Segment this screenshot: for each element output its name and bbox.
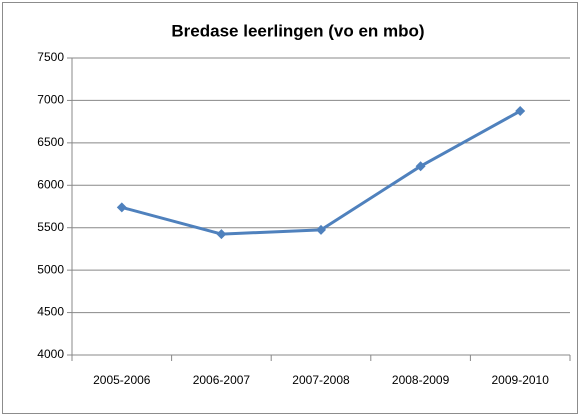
y-tick-label: 6500 [37, 135, 64, 149]
x-tick-label: 2009-2010 [492, 373, 550, 387]
data-point [316, 224, 326, 235]
data-point [116, 202, 127, 213]
chart-title: Bredase leerlingen (vo en mbo) [171, 21, 424, 40]
y-tick-label: 5000 [37, 262, 64, 276]
y-tick-label: 6000 [37, 177, 64, 191]
data-point [216, 229, 227, 240]
y-tick-label: 4000 [37, 347, 64, 361]
x-tick-label: 2006-2007 [193, 373, 251, 387]
data-point [415, 161, 426, 172]
data-point [515, 106, 526, 117]
y-tick-label: 7500 [37, 50, 64, 64]
y-tick-label: 7000 [37, 93, 64, 107]
x-tick-label: 2007-2008 [292, 373, 350, 387]
y-tick-label: 5500 [37, 220, 64, 234]
y-tick-label: 4500 [37, 305, 64, 319]
x-tick-label: 2008-2009 [392, 373, 450, 387]
x-tick-label: 2005-2006 [93, 373, 151, 387]
